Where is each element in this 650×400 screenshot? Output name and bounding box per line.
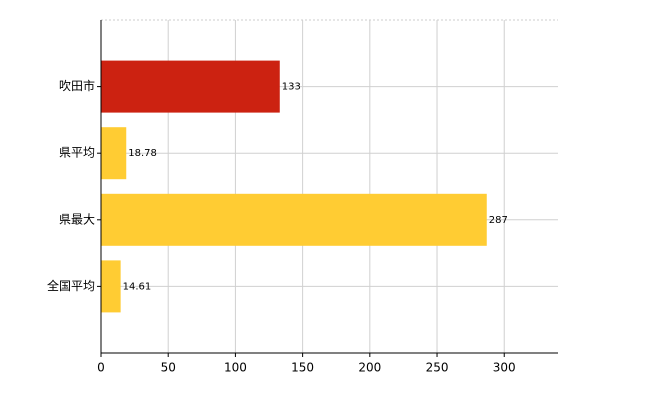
y-tick-label: 県平均 <box>59 146 95 160</box>
data-label: 14.61 <box>123 281 152 292</box>
bar <box>101 127 127 180</box>
x-tick-label: 100 <box>224 361 247 375</box>
y-tick-label: 吹田市 <box>59 78 95 93</box>
x-tick-label: 150 <box>291 361 314 375</box>
bar <box>101 60 280 113</box>
bar <box>101 260 121 313</box>
data-label: 133 <box>282 82 301 93</box>
x-tick-label: 200 <box>358 361 381 375</box>
x-tick-label: 50 <box>161 361 176 375</box>
bar <box>101 193 487 246</box>
data-label: 18.78 <box>128 148 157 159</box>
data-label: 287 <box>489 215 508 226</box>
y-tick-label: 全国平均 <box>47 278 95 293</box>
x-tick-label: 250 <box>426 361 449 375</box>
x-tick-label: 300 <box>493 361 516 375</box>
x-tick-label: 0 <box>97 361 105 375</box>
y-tick-label: 県最大 <box>59 212 95 226</box>
